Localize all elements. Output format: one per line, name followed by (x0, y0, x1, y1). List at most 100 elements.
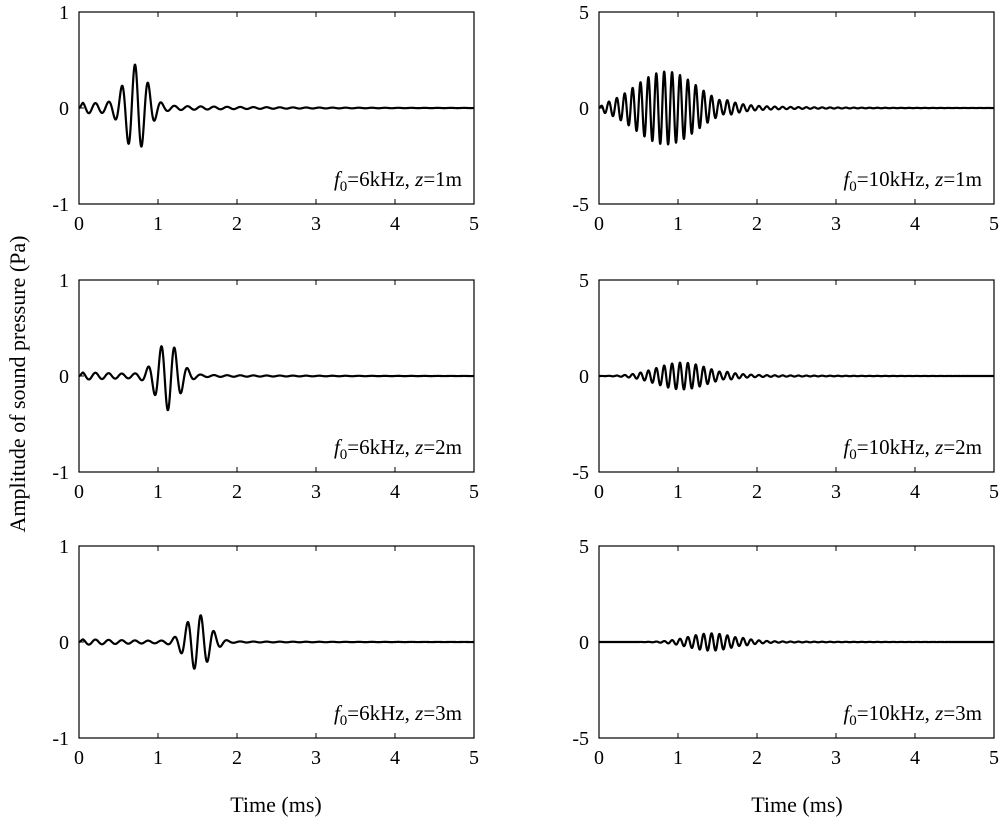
series-line (598, 361, 995, 391)
series-line (78, 63, 475, 148)
x-tick-label: 1 (673, 747, 683, 769)
z-value: =1m (423, 167, 462, 191)
f-value: =6kHz, (347, 167, 415, 191)
x-tick-label: 2 (752, 747, 762, 769)
panel-annotation: f0=10kHz, z=3m (843, 701, 982, 729)
x-tick-label: 4 (910, 481, 920, 503)
panel-annotation: f0=6kHz, z=3m (334, 701, 462, 729)
y-tick-label: -1 (52, 462, 69, 484)
f-symbol: f (843, 435, 852, 459)
z-symbol: z (414, 167, 423, 191)
x-tick-label: 5 (469, 747, 479, 769)
x-tick-label: 0 (74, 481, 84, 503)
f-symbol: f (843, 701, 852, 725)
x-tick-label: 0 (74, 747, 84, 769)
f-symbol: f (334, 167, 343, 191)
x-tick-label: 3 (311, 747, 321, 769)
x-tick-label: 3 (311, 213, 321, 235)
y-tick-label: -1 (52, 728, 69, 750)
x-tick-label: 3 (831, 481, 841, 503)
y-tick-label: 0 (59, 366, 69, 388)
y-tick-label: 5 (579, 536, 589, 558)
x-tick-label: 1 (673, 213, 683, 235)
y-tick-label: -5 (572, 462, 589, 484)
y-tick-label: 5 (579, 270, 589, 292)
x-tick-label: 0 (594, 747, 604, 769)
x-tick-label: 2 (232, 481, 242, 503)
y-axis-label: Amplitude of sound pressure (Pa) (5, 236, 30, 533)
y-tick-label: -5 (572, 728, 589, 750)
x-tick-label: 2 (752, 481, 762, 503)
f-subscript: 0 (340, 713, 348, 729)
f-subscript: 0 (340, 179, 348, 195)
x-tick-label: 0 (594, 213, 604, 235)
f-value: =10kHz, (857, 167, 935, 191)
f-symbol: f (843, 167, 852, 191)
z-symbol: z (934, 167, 943, 191)
z-value: =3m (423, 701, 462, 725)
x-tick-label: 5 (989, 747, 999, 769)
z-value: =3m (943, 701, 982, 725)
f-symbol: f (334, 435, 343, 459)
z-symbol: z (934, 435, 943, 459)
x-tick-label: 5 (989, 213, 999, 235)
x-tick-label: 4 (390, 481, 400, 503)
series-line (78, 614, 475, 670)
x-tick-label: 4 (390, 213, 400, 235)
x-tick-label: 3 (831, 213, 841, 235)
f-symbol: f (334, 701, 343, 725)
series-line (78, 345, 475, 412)
f-subscript: 0 (849, 447, 857, 463)
x-tick-label: 4 (390, 747, 400, 769)
f-subscript: 0 (849, 713, 857, 729)
y-tick-label: 0 (59, 98, 69, 120)
x-tick-label: 1 (673, 481, 683, 503)
x-tick-label: 3 (311, 481, 321, 503)
x-tick-label: 2 (232, 213, 242, 235)
z-symbol: z (934, 701, 943, 725)
z-value: =2m (943, 435, 982, 459)
f-subscript: 0 (849, 179, 857, 195)
f-value: =10kHz, (857, 701, 935, 725)
x-tick-label: 5 (989, 481, 999, 503)
x-tick-label: 0 (594, 481, 604, 503)
panel-annotation: f0=6kHz, z=2m (334, 435, 462, 463)
z-value: =1m (943, 167, 982, 191)
x-tick-label: 5 (469, 213, 479, 235)
panel-annotation: f0=10kHz, z=2m (843, 435, 982, 463)
x-tick-label: 1 (153, 481, 163, 503)
y-tick-label: 0 (579, 98, 589, 120)
series-line (598, 632, 995, 652)
y-tick-label: -5 (572, 194, 589, 216)
y-tick-label: 0 (59, 632, 69, 654)
panel-annotation: f0=10kHz, z=1m (843, 167, 982, 195)
y-tick-label: 5 (579, 2, 589, 24)
panel-left-top: 0 1 2 3 4 5 -1 0 1 f0=6kHz, z=1m (52, 2, 479, 235)
z-value: =2m (423, 435, 462, 459)
x-tick-label: 2 (752, 213, 762, 235)
y-tick-label: 1 (59, 270, 69, 292)
f-value: =10kHz, (857, 435, 935, 459)
x-tick-label: 5 (469, 481, 479, 503)
f-subscript: 0 (340, 447, 348, 463)
f-value: =6kHz, (347, 435, 415, 459)
y-tick-label: 1 (59, 536, 69, 558)
x-tick-label: 4 (910, 747, 920, 769)
x-tick-label: 4 (910, 213, 920, 235)
f-value: =6kHz, (347, 701, 415, 725)
y-tick-label: 1 (59, 2, 69, 24)
x-axis-label-right: Time (ms) (751, 792, 842, 817)
x-tick-label: 1 (153, 213, 163, 235)
x-axis-label-left: Time (ms) (230, 792, 321, 817)
y-tick-label: 0 (579, 632, 589, 654)
x-tick-label: 1 (153, 747, 163, 769)
panel-annotation: f0=6kHz, z=1m (334, 167, 462, 195)
y-tick-label: -1 (52, 194, 69, 216)
